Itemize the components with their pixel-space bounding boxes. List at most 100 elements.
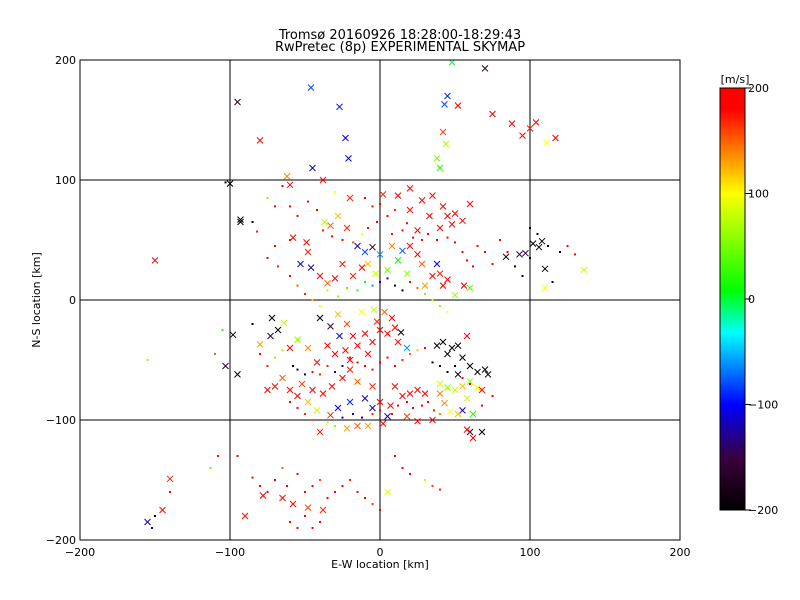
data-point-dot — [401, 359, 404, 361]
grid-lines — [80, 60, 680, 540]
data-point-dot — [409, 281, 411, 283]
data-point-cross — [444, 92, 451, 100]
data-point-cross — [552, 134, 559, 142]
data-point-dot — [406, 401, 408, 403]
data-point-dot — [326, 289, 329, 292]
data-point-dot — [364, 197, 366, 199]
data-point-dot — [341, 485, 344, 487]
data-point-dot — [311, 419, 314, 421]
data-point-cross — [376, 326, 384, 334]
data-point-cross — [466, 378, 474, 385]
data-point-cross — [444, 350, 451, 358]
data-point-dot — [446, 371, 449, 373]
data-point-dot — [292, 365, 294, 367]
data-point-cross — [451, 291, 459, 299]
data-points — [144, 60, 588, 529]
data-point-dot — [469, 383, 471, 385]
data-point-dot — [289, 239, 291, 241]
data-point-cross — [448, 221, 456, 228]
data-point-dot — [416, 349, 419, 352]
data-point-dot — [251, 221, 254, 223]
data-point-cross — [328, 383, 336, 390]
data-point-dot — [439, 413, 441, 415]
data-point-cross — [447, 408, 454, 415]
data-point-dot — [274, 479, 276, 481]
data-point-cross — [364, 350, 372, 358]
data-point-dot — [529, 227, 531, 229]
data-point-dot — [296, 527, 299, 529]
data-point-cross — [298, 380, 306, 388]
data-point-cross — [538, 237, 546, 245]
data-point-dot — [151, 527, 153, 529]
data-point-dot — [289, 205, 291, 208]
data-point-dot — [217, 455, 219, 457]
data-point-cross — [459, 407, 466, 414]
data-point-dot — [439, 488, 441, 491]
data-point-dot — [439, 305, 441, 307]
data-point-dot — [361, 416, 363, 419]
data-point-cross — [489, 110, 496, 118]
data-point-cross — [226, 180, 234, 187]
data-point-dot — [274, 356, 276, 359]
data-point-cross — [364, 260, 372, 268]
data-point-dot — [574, 253, 576, 256]
data-point-cross — [388, 314, 396, 322]
data-point-dot — [431, 361, 434, 364]
data-point-cross — [144, 518, 151, 526]
data-point-dot — [256, 230, 258, 233]
data-point-cross — [429, 192, 436, 199]
data-point-dot — [371, 205, 374, 208]
data-point-cross — [397, 329, 405, 336]
data-point-dot — [406, 222, 408, 225]
data-point-dot — [311, 371, 314, 373]
data-point-cross — [516, 251, 523, 258]
data-point-dot — [454, 365, 456, 367]
data-point-dot — [439, 365, 441, 367]
data-point-dot — [236, 455, 239, 457]
data-point-cross — [369, 338, 376, 346]
data-point-cross — [364, 422, 372, 430]
data-point-dot — [364, 365, 366, 367]
data-point-dot — [281, 185, 284, 187]
data-point-dot — [547, 245, 549, 247]
data-point-dot — [286, 485, 288, 487]
data-point-cross — [327, 411, 334, 419]
data-point-cross — [436, 390, 444, 397]
data-point-cross — [478, 428, 486, 436]
chart-subtitle: RwPretec (8p) EXPERIMENTAL SKYMAP — [274, 40, 526, 55]
data-point-cross — [376, 398, 384, 406]
data-point-dot — [319, 479, 321, 481]
data-point-cross — [331, 275, 339, 282]
data-point-dot — [446, 236, 449, 239]
data-point-cross — [436, 224, 444, 232]
data-point-cross — [343, 320, 351, 328]
data-point-dot — [352, 241, 354, 244]
data-point-dot — [356, 361, 359, 364]
colorbar-tick-label: 100 — [748, 188, 769, 201]
data-point-cross — [304, 344, 312, 352]
data-point-cross — [526, 125, 534, 132]
data-point-cross — [508, 120, 516, 127]
data-point-dot — [416, 287, 419, 289]
data-point-dot — [371, 368, 374, 371]
data-point-dot — [331, 235, 333, 238]
data-point-cross — [474, 384, 481, 391]
data-point-dot — [379, 509, 381, 511]
data-point-cross — [334, 404, 342, 412]
data-point-cross — [372, 270, 379, 277]
data-point-cross — [346, 356, 354, 364]
data-point-dot — [371, 503, 374, 505]
data-point-dot — [446, 311, 449, 313]
data-point-dot — [376, 221, 378, 223]
data-point-dot — [289, 401, 291, 403]
x-tick-label: −100 — [215, 546, 245, 559]
data-point-dot — [409, 353, 411, 355]
data-point-cross — [433, 155, 441, 162]
data-point-cross — [529, 240, 537, 247]
data-point-cross — [439, 282, 447, 289]
data-point-cross — [346, 194, 354, 202]
data-point-cross — [406, 206, 414, 214]
data-point-dot — [412, 407, 414, 409]
data-point-dot — [322, 229, 324, 232]
data-point-dot — [307, 200, 309, 203]
